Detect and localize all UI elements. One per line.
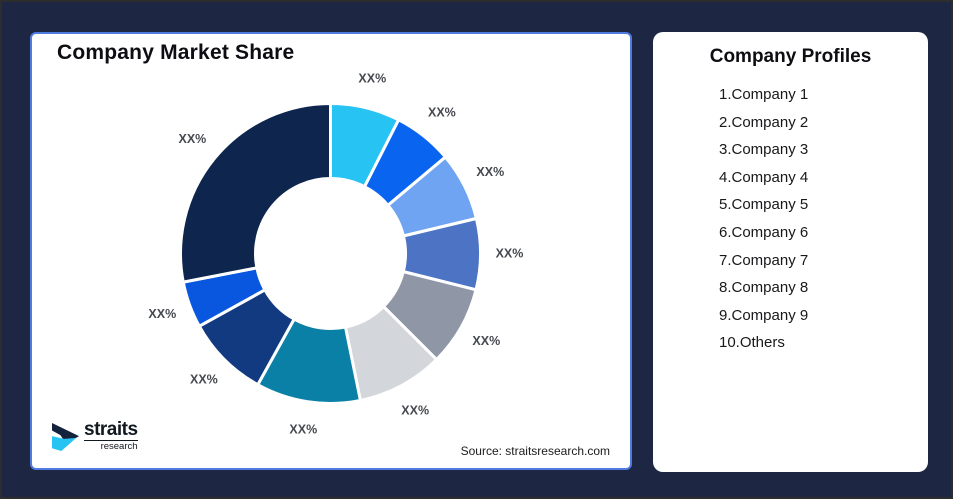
slice-label-4: XX% xyxy=(496,247,524,261)
company-list-item: 10.Others xyxy=(719,334,785,352)
company-list-item: 7.Company 7 xyxy=(719,251,809,269)
slice-label-8: XX% xyxy=(190,372,218,386)
company-profiles-list: 1.Company 1 2.Company 2 3.Company 3 4.Compa… xyxy=(653,81,928,357)
straits-research-logo: straits research xyxy=(52,419,138,452)
slice-label-10: XX% xyxy=(179,132,207,146)
slice-label-7: XX% xyxy=(289,423,317,437)
logo-wordmark: straits xyxy=(84,419,138,441)
slice-label-2: XX% xyxy=(428,106,456,120)
company-list-item: 5.Company 5 xyxy=(719,196,809,214)
donut-chart: XX% XX% XX% XX% XX% XX% XX% XX% XX% XX% xyxy=(148,72,524,437)
company-list-item: 3.Company 3 xyxy=(719,141,809,159)
slice-label-6: XX% xyxy=(401,403,429,417)
donut-slice-10 xyxy=(179,102,332,284)
logo-text: straits research xyxy=(84,419,138,452)
company-list-item: 2.Company 2 xyxy=(719,113,809,131)
slice-label-1: XX% xyxy=(358,72,386,86)
company-profiles-card: Company Profiles 1.Company 1 2.Company 2 3… xyxy=(653,32,928,472)
company-list-item: 1.Company 1 xyxy=(719,86,809,103)
slice-label-5: XX% xyxy=(472,334,500,348)
company-list-item: 6.Company 6 xyxy=(719,223,809,241)
source-attribution: Source: straitsresearch.com xyxy=(460,444,610,458)
slice-label-9: XX% xyxy=(148,307,176,321)
profiles-title: Company Profiles xyxy=(709,46,872,67)
logo-chevron-bottom-icon xyxy=(52,435,77,451)
slice-label-3: XX% xyxy=(476,165,504,179)
straits-logo-icon xyxy=(52,422,80,451)
logo-subtext: research xyxy=(100,441,138,452)
chart-title: Company Market Share xyxy=(57,41,295,64)
market-share-card: Company Market Share XX% XX% XX% XX% XX% XX% X… xyxy=(30,32,632,470)
company-list-item: 4.Company 4 xyxy=(719,168,809,186)
company-list-item: 8.Company 8 xyxy=(719,279,809,297)
company-list-item: 9.Company 9 xyxy=(719,306,809,324)
